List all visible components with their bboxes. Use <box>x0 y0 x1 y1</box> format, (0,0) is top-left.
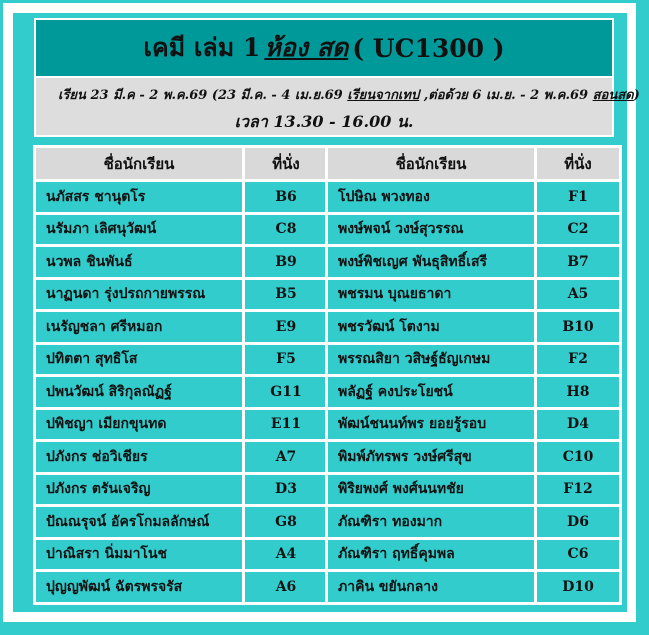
seating-table-right: ชื่อนักเรียน ที่นั่ง โปษิณ พวงทอง F1 พงษ์พ… <box>325 145 622 605</box>
dates-text: เรียน 23 มี.ค - 2 พ.ค.69 (23 มี.ค. - 4 เ… <box>58 88 348 103</box>
table-row: เนรัญชลา ศรีหมอก E9 <box>36 312 327 342</box>
table-row: พลัฏฐ์ คงประโยชน์ H8 <box>328 377 619 407</box>
tape-label: เรียนจากเทป <box>347 88 420 103</box>
table-row: พิมพ์ภัทรพร วงษ์ศรีสุข C10 <box>328 442 619 472</box>
seat-number: D4 <box>537 409 619 439</box>
seat-number: G11 <box>245 377 327 407</box>
table-row: นรัมภา เลิศนุวัฒน์ C8 <box>36 214 327 244</box>
student-name: พชรวัฒน์ โตงาม <box>328 312 534 342</box>
header-name: ชื่อนักเรียน <box>36 148 242 179</box>
seating-table-left: ชื่อนักเรียน ที่นั่ง นภัสสร ชานุตโร B6 นรั… <box>33 145 330 605</box>
seat-number: A4 <box>245 539 327 569</box>
table-row: นภัสสร ชานุตโร B6 <box>36 182 327 212</box>
student-name: พลัฏฐ์ คงประโยชน์ <box>328 377 534 407</box>
title-subject: เคมี เล่ม 1 <box>143 33 261 62</box>
table-row: พัฒน์ชนนท์พร ยอยรู้รอบ D4 <box>328 409 619 439</box>
student-name: ปพิชญา เมียกขุนทด <box>36 409 242 439</box>
student-name: ปาณิสรา นิ่มมาโนช <box>36 539 242 569</box>
seat-number: E11 <box>245 409 327 439</box>
seat-number: F2 <box>537 344 619 374</box>
table-row: พชรมน บุณยธาดา A5 <box>328 279 619 309</box>
student-name: พชรมน บุณยธาดา <box>328 279 534 309</box>
seat-number: C2 <box>537 214 619 244</box>
student-name: ปทิตตา สุทธิโส <box>36 344 242 374</box>
table-row: ภาคิน ขยันกลาง D10 <box>328 572 619 602</box>
schedule-time: เวลา 13.30 - 16.00 น. <box>234 112 414 131</box>
seat-number: D3 <box>245 474 327 504</box>
student-name: ภัณฑิรา ฤทธิ์คุมพล <box>328 539 534 569</box>
table-row: ภัณฑิรา ฤทธิ์คุมพล C6 <box>328 539 619 569</box>
table-row: ปพนวัฒน์ สิริกุลณัฏฐ์ G11 <box>36 377 327 407</box>
student-name: พรรณสิยา วสิษฐ์ธัญเกษม <box>328 344 534 374</box>
table-row: พิริยพงศ์ พงศ์นนทชัย F12 <box>328 474 619 504</box>
student-name: นภัสสร ชานุตโร <box>36 182 242 212</box>
table-row: โปษิณ พวงทอง F1 <box>328 182 619 212</box>
seat-number: D6 <box>537 507 619 537</box>
schedule-panel: เรียน 23 มี.ค - 2 พ.ค.69 (23 มี.ค. - 4 เ… <box>34 78 640 137</box>
seat-number: E9 <box>245 312 327 342</box>
seat-number: F12 <box>537 474 619 504</box>
table-row: พงษ์พิชเญศ พันธุสิทธิ์เสรี B7 <box>328 247 619 277</box>
student-name: ภาคิน ขยันกลาง <box>328 572 534 602</box>
header-name: ชื่อนักเรียน <box>328 148 534 179</box>
student-name: ปภังกร ตรันเจริญ <box>36 474 242 504</box>
student-name: เนรัญชลา ศรีหมอก <box>36 312 242 342</box>
seat-number: C10 <box>537 442 619 472</box>
seat-number: B5 <box>245 279 327 309</box>
table-row: ภัณฑิรา ทองมาก D6 <box>328 507 619 537</box>
dates-close: ) <box>633 88 640 103</box>
header-seat: ที่นั่ง <box>245 148 327 179</box>
student-name: นวพล ชินพันธ์ <box>36 247 242 277</box>
student-name: พงษ์พิชเญศ พันธุสิทธิ์เสรี <box>328 247 534 277</box>
student-name: ภัณฑิรา ทองมาก <box>328 507 534 537</box>
page-title: เคมี เล่ม 1 ห้อง สด ( UC1300 ) <box>34 18 614 78</box>
seat-number: A7 <box>245 442 327 472</box>
student-name: ปัณณรุจน์ อัครโกมลลักษณ์ <box>36 507 242 537</box>
title-code: ( UC1300 ) <box>352 33 505 63</box>
header-seat: ที่นั่ง <box>537 148 619 179</box>
seat-number: B7 <box>537 247 619 277</box>
student-name: นรัมภา เลิศนุวัฒน์ <box>36 214 242 244</box>
schedule-dates: เรียน 23 มี.ค - 2 พ.ค.69 (23 มี.ค. - 4 เ… <box>58 84 640 105</box>
table-row: นาฏนดา รุ่งปรถกายพรรณ B5 <box>36 279 327 309</box>
seat-number: F5 <box>245 344 327 374</box>
student-name: โปษิณ พวงทอง <box>328 182 534 212</box>
student-name: ปภังกร ช่อวิเชียร <box>36 442 242 472</box>
student-name: พิริยพงศ์ พงศ์นนทชัย <box>328 474 534 504</box>
table-row: พรรณสิยา วสิษฐ์ธัญเกษม F2 <box>328 344 619 374</box>
table-row: นวพล ชินพันธ์ B9 <box>36 247 327 277</box>
student-name: นาฏนดา รุ่งปรถกายพรรณ <box>36 279 242 309</box>
seat-number: D10 <box>537 572 619 602</box>
seat-number: F1 <box>537 182 619 212</box>
table-row: ปภังกร ตรันเจริญ D3 <box>36 474 327 504</box>
student-name: พิมพ์ภัทรพร วงษ์ศรีสุข <box>328 442 534 472</box>
live-label: สอนสด <box>592 88 634 103</box>
seat-number: B6 <box>245 182 327 212</box>
seat-number: C8 <box>245 214 327 244</box>
dates-text-2: ,ต่อด้วย 6 เม.ย. - 2 พ.ค.69 <box>419 88 593 103</box>
table-row: ปาณิสรา นิ่มมาโนช A4 <box>36 539 327 569</box>
table-row: ปภังกร ช่อวิเชียร A7 <box>36 442 327 472</box>
table-row: ปทิตตา สุทธิโส F5 <box>36 344 327 374</box>
seat-number: G8 <box>245 507 327 537</box>
seat-number: B9 <box>245 247 327 277</box>
table-row: พชรวัฒน์ โตงาม B10 <box>328 312 619 342</box>
seat-number: A5 <box>537 279 619 309</box>
seat-number: B10 <box>537 312 619 342</box>
seat-number: C6 <box>537 539 619 569</box>
table-row: พงษ์พจน์ วงษ์สุวรรณ C2 <box>328 214 619 244</box>
table-row: ปัณณรุจน์ อัครโกมลลักษณ์ G8 <box>36 507 327 537</box>
seat-number: H8 <box>537 377 619 407</box>
title-room: ห้อง สด <box>264 33 349 62</box>
table-row: ปพิชญา เมียกขุนทด E11 <box>36 409 327 439</box>
student-name: พงษ์พจน์ วงษ์สุวรรณ <box>328 214 534 244</box>
seat-number: A6 <box>245 572 327 602</box>
student-name: ปพนวัฒน์ สิริกุลณัฏฐ์ <box>36 377 242 407</box>
student-name: ปุญญพัฒน์ ฉัตรพรจรัส <box>36 572 242 602</box>
student-name: พัฒน์ชนนท์พร ยอยรู้รอบ <box>328 409 534 439</box>
table-row: ปุญญพัฒน์ ฉัตรพรจรัส A6 <box>36 572 327 602</box>
